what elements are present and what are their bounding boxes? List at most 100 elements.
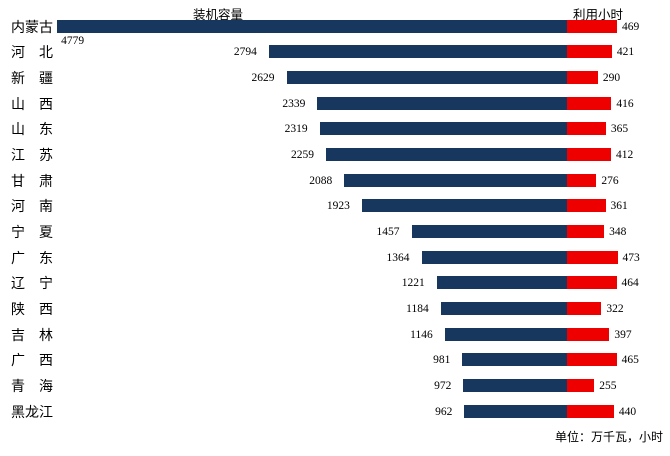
category-label: 江 苏 xyxy=(11,148,53,164)
capacity-value-label: 972 xyxy=(434,379,452,392)
hours-value-label: 361 xyxy=(610,200,628,213)
hours-bar xyxy=(567,302,602,315)
capacity-value-label: 4779 xyxy=(61,34,85,47)
hours-bar xyxy=(567,379,595,392)
hours-value-label: 348 xyxy=(609,225,627,238)
category-label: 辽 宁 xyxy=(11,277,53,293)
chart-row: 江 苏 2259 412 xyxy=(0,142,670,168)
capacity-bar xyxy=(286,71,567,84)
chart-row: 黑龙江 962 440 xyxy=(0,399,670,425)
category-label: 河 南 xyxy=(11,200,53,216)
capacity-bar xyxy=(268,45,567,59)
hours-value-label: 397 xyxy=(614,328,632,341)
category-label: 新 疆 xyxy=(11,71,53,87)
hours-value-label: 464 xyxy=(621,277,639,290)
hours-bar xyxy=(567,173,597,187)
capacity-value-label: 2088 xyxy=(309,174,333,187)
capacity-value-label: 1184 xyxy=(406,302,429,315)
capacity-bar xyxy=(462,353,567,367)
category-label: 青 海 xyxy=(11,379,53,395)
hours-bar xyxy=(567,19,617,33)
chart-row: 广 西 981 465 xyxy=(0,347,670,373)
capacity-bar xyxy=(57,19,567,33)
hours-bar xyxy=(567,96,612,110)
chart-row: 新 疆 2629 290 xyxy=(0,65,670,91)
hours-value-label: 469 xyxy=(622,20,640,33)
category-label: 河 北 xyxy=(11,46,53,62)
hours-bar xyxy=(567,353,617,367)
category-label: 宁 夏 xyxy=(11,225,53,241)
hours-bar xyxy=(567,250,618,264)
capacity-bar xyxy=(421,250,567,264)
capacity-bar xyxy=(411,225,567,238)
hours-value-label: 365 xyxy=(610,123,629,136)
category-label: 山 东 xyxy=(11,123,53,139)
hours-value-label: 465 xyxy=(621,354,639,367)
hours-value-label: 322 xyxy=(606,302,624,315)
capacity-value-label: 2339 xyxy=(282,97,306,110)
category-label: 黑龙江 xyxy=(11,405,53,421)
capacity-value-label: 1923 xyxy=(326,200,350,213)
category-label: 山 西 xyxy=(11,97,53,113)
capacity-bar xyxy=(319,122,567,136)
hours-value-label: 473 xyxy=(622,251,640,264)
hours-bar xyxy=(567,122,606,136)
capacity-bar xyxy=(361,199,567,213)
capacity-value-label: 2259 xyxy=(291,148,314,161)
capacity-bar xyxy=(317,96,567,110)
category-label: 广 东 xyxy=(11,251,53,267)
hours-value-label: 255 xyxy=(599,379,617,392)
capacity-bar xyxy=(326,148,567,161)
hours-value-label: 276 xyxy=(601,174,619,187)
capacity-value-label: 2794 xyxy=(233,46,257,59)
hours-value-label: 421 xyxy=(616,46,635,59)
capacity-bar xyxy=(436,276,567,290)
hours-value-label: 412 xyxy=(616,148,634,161)
chart-row: 宁 夏 1457 348 xyxy=(0,219,670,245)
capacity-bar xyxy=(444,327,567,341)
capacity-series-header: 装机容量 xyxy=(193,8,244,22)
hours-bar xyxy=(567,71,598,84)
capacity-value-label: 2319 xyxy=(284,123,308,136)
chart-row: 辽 宁 1221 464 xyxy=(0,270,670,296)
hours-value-label: 440 xyxy=(618,405,637,418)
chart-row: 广 东 1364 473 xyxy=(0,245,670,271)
hours-bar xyxy=(567,327,610,341)
capacity-bar xyxy=(344,173,567,187)
capacity-bar xyxy=(463,379,567,392)
category-label: 甘 肃 xyxy=(11,174,53,190)
capacity-value-label: 1146 xyxy=(410,328,433,341)
chart-row: 内蒙古 4779 469 xyxy=(0,14,670,47)
capacity-value-label: 1364 xyxy=(386,251,410,264)
hours-series-header: 利用小时 xyxy=(573,8,624,22)
category-label: 吉 林 xyxy=(11,328,53,344)
hours-bar xyxy=(567,45,612,59)
hours-bar xyxy=(567,404,614,418)
chart-row: 青 海 972 255 xyxy=(0,373,670,399)
capacity-value-label: 2629 xyxy=(251,71,275,84)
capacity-bar xyxy=(464,404,567,418)
hours-value-label: 416 xyxy=(616,97,634,110)
chart-row: 吉 林 1146 397 xyxy=(0,322,670,348)
capacity-bar xyxy=(440,302,567,315)
hours-value-label: 290 xyxy=(602,71,621,84)
category-label: 内蒙古 xyxy=(11,20,53,36)
category-label: 陕 西 xyxy=(11,302,53,318)
chart-row: 陕 西 1184 322 xyxy=(0,296,670,322)
hours-bar xyxy=(567,225,605,238)
capacity-value-label: 1457 xyxy=(376,225,400,238)
chart-row: 山 东 2319 365 xyxy=(0,116,670,142)
chart-row: 河 北 2794 421 xyxy=(0,39,670,65)
capacity-value-label: 1221 xyxy=(401,277,425,290)
units-note: 单位：万千瓦，小时 xyxy=(554,430,663,444)
chart-row: 甘 肃 2088 276 xyxy=(0,168,670,194)
capacity-value-label: 962 xyxy=(435,405,453,418)
chart-row: 山 西 2339 416 xyxy=(0,91,670,117)
capacity-value-label: 981 xyxy=(433,354,451,367)
hours-bar xyxy=(567,148,611,161)
chart-row: 河 南 1923 361 xyxy=(0,193,670,219)
hours-bar xyxy=(567,276,617,290)
category-label: 广 西 xyxy=(11,354,53,370)
hours-bar xyxy=(567,199,606,213)
